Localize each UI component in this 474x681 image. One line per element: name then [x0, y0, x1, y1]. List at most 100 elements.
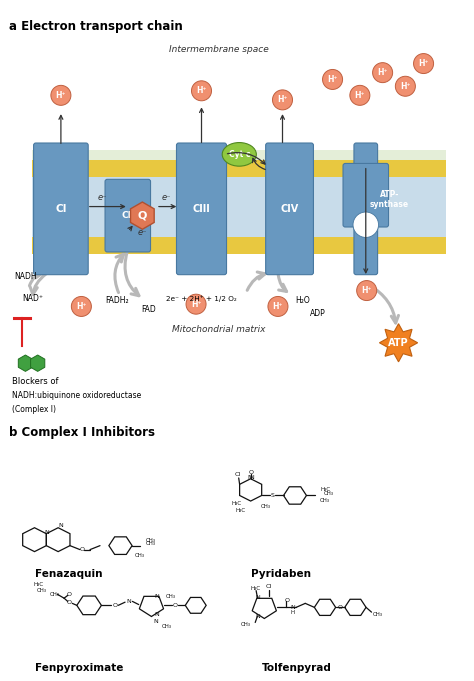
Text: Cl: Cl: [266, 584, 272, 590]
Text: CI: CI: [55, 204, 67, 214]
Text: O: O: [66, 601, 71, 605]
Text: H⁺: H⁺: [277, 95, 288, 104]
Bar: [32, 177, 447, 237]
Text: CH₃: CH₃: [240, 622, 251, 627]
Text: FAD: FAD: [141, 305, 156, 314]
Text: O: O: [66, 592, 71, 597]
Text: Fenpyroximate: Fenpyroximate: [35, 663, 123, 673]
Text: H: H: [291, 610, 295, 616]
Text: H₃C: H₃C: [320, 487, 330, 492]
Text: H⁺: H⁺: [55, 91, 66, 100]
FancyBboxPatch shape: [176, 143, 227, 274]
Text: H⁺: H⁺: [419, 59, 429, 68]
Polygon shape: [130, 202, 154, 229]
Circle shape: [373, 63, 392, 82]
Text: ATP-
synthase: ATP- synthase: [370, 190, 409, 210]
Text: N: N: [44, 530, 49, 535]
Text: H⁺: H⁺: [377, 68, 388, 77]
Circle shape: [51, 85, 71, 106]
Circle shape: [395, 76, 415, 96]
Circle shape: [322, 69, 343, 89]
Text: H₃C: H₃C: [251, 586, 261, 590]
FancyBboxPatch shape: [34, 143, 88, 274]
Text: e⁻: e⁻: [98, 193, 108, 202]
FancyBboxPatch shape: [105, 179, 151, 252]
Text: O: O: [79, 547, 84, 552]
Text: CH₃: CH₃: [324, 491, 334, 496]
Text: NAD⁺: NAD⁺: [22, 294, 43, 303]
Bar: [32, 150, 447, 254]
Text: N: N: [154, 619, 158, 624]
Text: N: N: [291, 605, 295, 610]
Text: H⁺: H⁺: [328, 75, 338, 84]
Text: CH₃: CH₃: [261, 504, 271, 509]
Circle shape: [273, 90, 292, 110]
Text: Q: Q: [137, 210, 147, 221]
Text: N: N: [249, 475, 254, 479]
Text: H₃C: H₃C: [236, 508, 246, 513]
Text: CH₃: CH₃: [162, 624, 172, 629]
Text: Intermembrane space: Intermembrane space: [169, 46, 269, 54]
Circle shape: [72, 296, 91, 317]
Text: O: O: [337, 605, 343, 610]
Text: ATP: ATP: [388, 338, 409, 348]
Text: CH₃: CH₃: [36, 588, 47, 592]
Text: CH₃: CH₃: [146, 541, 156, 545]
Circle shape: [413, 54, 434, 74]
Text: CH₃: CH₃: [373, 612, 383, 617]
Text: H₂O: H₂O: [295, 296, 310, 305]
Text: N: N: [127, 599, 131, 604]
Text: FADH₂: FADH₂: [105, 296, 128, 305]
Text: H⁺: H⁺: [400, 82, 410, 91]
Text: CH₃: CH₃: [135, 553, 146, 558]
Text: Cyt c: Cyt c: [228, 150, 250, 159]
Text: Pyridaben: Pyridaben: [251, 569, 310, 579]
Text: CH₃: CH₃: [146, 539, 156, 543]
Text: Blockers of: Blockers of: [12, 377, 58, 386]
Ellipse shape: [222, 142, 256, 166]
Text: Mitochondrial matrix: Mitochondrial matrix: [172, 325, 265, 334]
Text: N: N: [247, 475, 252, 479]
Text: O: O: [112, 603, 118, 608]
Text: H⁺: H⁺: [76, 302, 87, 311]
Text: CH₃: CH₃: [320, 498, 330, 503]
Text: N: N: [58, 523, 63, 528]
Text: a Electron transport chain: a Electron transport chain: [9, 20, 183, 33]
Text: CH₃: CH₃: [49, 592, 60, 597]
Text: NADH: NADH: [14, 272, 36, 281]
Text: CH₃: CH₃: [166, 594, 176, 599]
Text: (Complex I): (Complex I): [12, 405, 56, 414]
Text: H⁺: H⁺: [355, 91, 365, 100]
Circle shape: [356, 281, 377, 300]
Text: S: S: [271, 493, 274, 498]
Circle shape: [350, 85, 370, 106]
Polygon shape: [18, 355, 33, 371]
Text: H⁺: H⁺: [273, 302, 283, 311]
Text: CII: CII: [121, 211, 135, 220]
Text: CIII: CIII: [192, 204, 210, 214]
Polygon shape: [379, 323, 418, 362]
Text: N: N: [255, 595, 260, 600]
Circle shape: [353, 212, 379, 238]
Text: N: N: [255, 614, 260, 618]
Text: e⁻: e⁻: [138, 228, 147, 237]
FancyBboxPatch shape: [343, 163, 389, 227]
Text: e⁻: e⁻: [162, 193, 171, 202]
FancyBboxPatch shape: [265, 143, 313, 274]
Text: N: N: [155, 594, 159, 599]
Bar: [32, 160, 447, 177]
Polygon shape: [31, 355, 45, 371]
Text: H₃C: H₃C: [231, 501, 242, 507]
FancyBboxPatch shape: [354, 143, 378, 274]
Text: NADH:ubiquinone oxidoreductase: NADH:ubiquinone oxidoreductase: [12, 392, 141, 400]
Text: H⁺: H⁺: [196, 86, 207, 95]
Text: H₃C: H₃C: [34, 582, 44, 587]
Text: N: N: [155, 612, 159, 616]
Circle shape: [186, 294, 206, 314]
Circle shape: [268, 296, 288, 317]
Text: Fenazaquin: Fenazaquin: [35, 569, 102, 579]
Text: O: O: [173, 603, 178, 608]
Text: Cl: Cl: [234, 472, 240, 477]
Text: O: O: [249, 470, 254, 475]
Text: Tolfenpyrad: Tolfenpyrad: [262, 663, 332, 673]
